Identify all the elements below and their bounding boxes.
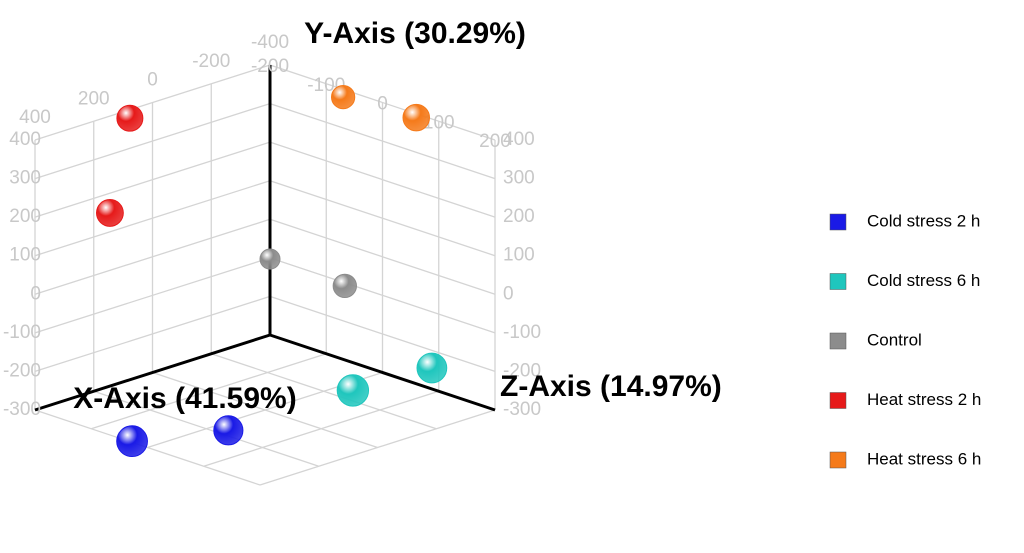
- legend-swatch: [829, 392, 847, 409]
- data-point: [331, 84, 356, 110]
- data-point: [259, 248, 281, 270]
- y-tick-label: 300: [503, 168, 535, 189]
- x-tick-label: -400: [251, 32, 289, 53]
- grid-line: [34, 64, 271, 141]
- grid-line: [269, 257, 496, 334]
- grid-line: [269, 64, 496, 141]
- y-tick-label: -300: [3, 399, 41, 420]
- grid-line: [269, 295, 496, 373]
- grid-line: [269, 180, 496, 257]
- legend-swatch: [829, 451, 847, 469]
- y-tick-label: 400: [503, 129, 535, 150]
- legend: Cold stress 2 h Cold stress 6 h Control Hea…: [829, 211, 981, 469]
- y-tick-label: 200: [9, 206, 41, 227]
- z-tick-label: 100: [423, 112, 455, 133]
- data-point: [96, 199, 124, 227]
- axes: [34, 65, 496, 412]
- x-tick-label: 200: [78, 88, 110, 109]
- data-point: [116, 425, 148, 458]
- grid-line: [34, 102, 271, 180]
- y-tick-label: -200: [503, 360, 541, 381]
- y-tick-label: 0: [503, 283, 514, 304]
- x-tick-label: -200: [192, 51, 230, 72]
- y-tick-label: 200: [503, 206, 535, 227]
- grid-line: [259, 409, 496, 486]
- y-tick-label: -100: [503, 322, 541, 343]
- grid-line: [269, 141, 496, 218]
- grid-line: [34, 257, 271, 334]
- legend-swatch: [829, 213, 847, 231]
- legend-swatch: [829, 273, 847, 290]
- z-tick-label: 0: [377, 94, 388, 115]
- legend-label: Cold stress 6 h: [867, 271, 980, 290]
- grid-line: [269, 102, 496, 180]
- x-tick-label: 0: [147, 70, 158, 91]
- y-axis-title: Y-Axis (30.29%): [304, 17, 526, 50]
- legend-label: Control: [867, 330, 922, 349]
- grid-line: [203, 390, 439, 467]
- x-tick-label: 400: [19, 107, 51, 128]
- data-point: [213, 415, 244, 446]
- y-tick-label: 100: [503, 245, 535, 266]
- legend-label: Heat stress 2 h: [867, 390, 981, 409]
- grid-line: [34, 180, 271, 257]
- labels: -300 -300 -200 -200 -100 -100 0 0 100 100 200 200 30…: [3, 17, 722, 420]
- z-tick-label: -200: [251, 56, 289, 77]
- data-point: [402, 103, 430, 132]
- x-axis-line: [34, 333, 271, 412]
- y-tick-label: -300: [503, 399, 541, 420]
- grid-line: [34, 141, 271, 218]
- legend-label: Cold stress 2 h: [867, 211, 980, 230]
- data-point: [336, 374, 370, 407]
- y-tick-label: 300: [9, 168, 41, 189]
- z-tick-label: 200: [479, 131, 511, 152]
- grid-line: [269, 218, 496, 295]
- legend-swatch: [829, 332, 847, 350]
- legend-label: Heat stress 6 h: [867, 449, 981, 468]
- grid-line: [34, 218, 271, 295]
- grid-line: [91, 353, 327, 430]
- y-tick-label: -100: [3, 322, 41, 343]
- grid-line: [34, 295, 271, 373]
- y-tick-label: 0: [30, 283, 41, 304]
- z-axis-line: [269, 333, 496, 412]
- data-point: [416, 352, 448, 384]
- points: [96, 84, 448, 458]
- y-tick-label: 100: [9, 245, 41, 266]
- z-axis-title: Z-Axis (14.97%): [500, 370, 722, 403]
- x-axis-title: X-Axis (41.59%): [73, 382, 296, 415]
- y-tick-label: 400: [9, 129, 41, 150]
- data-point: [116, 104, 144, 132]
- y-tick-label: -200: [3, 360, 41, 381]
- data-point: [332, 273, 357, 299]
